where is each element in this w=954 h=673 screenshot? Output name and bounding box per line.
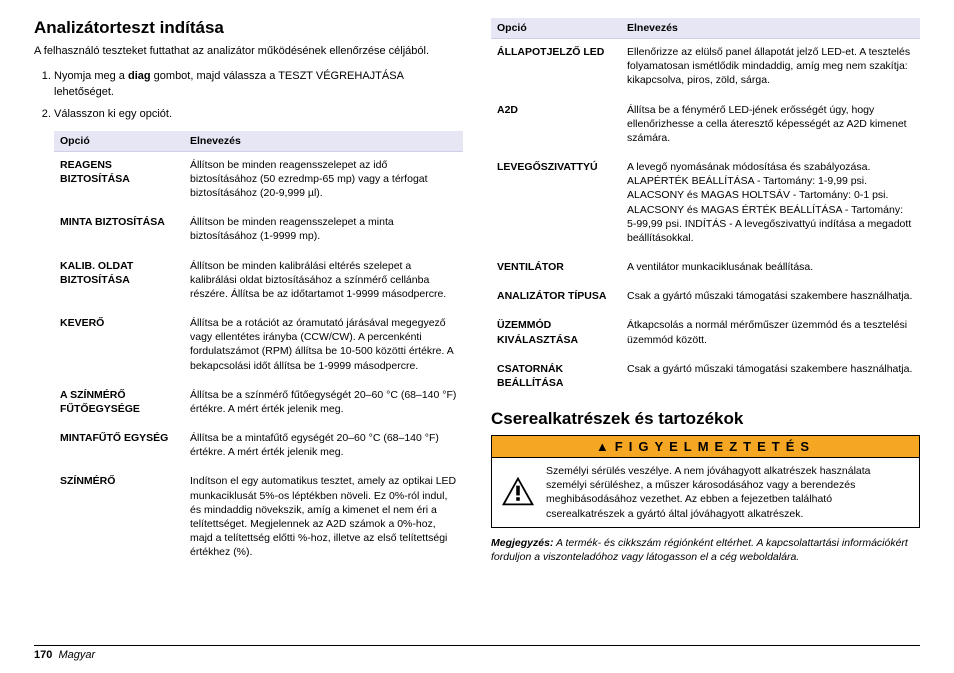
option-name-cell: REAGENS BIZTOSÍTÁSA <box>54 151 184 209</box>
option-name-cell: A2D <box>491 97 621 155</box>
table-row: KEVERŐÁllítsa be a rotációt az óramutató… <box>54 310 463 382</box>
page-footer: 170 Magyar <box>34 645 920 661</box>
step-1-bold: diag <box>128 70 151 82</box>
table-row: CSATORNÁK BEÁLLÍTÁSACsak a gyártó műszak… <box>491 356 920 399</box>
note: Megjegyzés: A termék- és cikkszám régión… <box>491 536 920 564</box>
note-bold: Megjegyzés: <box>491 537 553 549</box>
option-desc-cell: A ventilátor munkaciklusának beállítása. <box>621 254 920 283</box>
left-th-desc: Elnevezés <box>184 131 463 152</box>
option-name-cell: ÜZEMMÓD KIVÁLASZTÁSA <box>491 312 621 355</box>
table-row: KALIB. OLDAT BIZTOSÍTÁSAÁllítson be mind… <box>54 253 463 311</box>
option-desc-cell: Állítsa be a fénymérő LED-jének erősségé… <box>621 97 920 155</box>
footer-language: Magyar <box>58 649 95 661</box>
right-column: Opció Elnevezés ÁLLAPOTJELZŐ LEDEllenőri… <box>491 18 920 568</box>
steps-list: Nyomja meg a diag gombot, majd válassza … <box>34 69 463 123</box>
table-row: VENTILÁTORA ventilátor munkaciklusának b… <box>491 254 920 283</box>
left-intro: A felhasználó teszteket futtathat az ana… <box>34 44 463 59</box>
option-desc-cell: Állítson be minden kalibrálási eltérés s… <box>184 253 463 311</box>
warning-title-triangle: ▲ <box>596 439 615 454</box>
option-name-cell: VENTILÁTOR <box>491 254 621 283</box>
right-th-option: Opció <box>491 18 621 39</box>
option-desc-cell: Csak a gyártó műszaki támogatási szakemb… <box>621 356 920 399</box>
option-desc-cell: Ellenőrizze az elülső panel állapotát je… <box>621 39 920 97</box>
option-desc-cell: Indítson el egy automatikus tesztet, ame… <box>184 468 463 568</box>
step-2-pre: Válasszon ki egy opciót. <box>54 108 172 120</box>
option-desc-cell: Átkapcsolás a normál mérőműszer üzemmód … <box>621 312 920 355</box>
warning-text: Személyi sérülés veszélye. A nem jóváhag… <box>546 464 911 521</box>
option-name-cell: ÁLLAPOTJELZŐ LED <box>491 39 621 97</box>
warning-triangle-icon <box>500 475 536 510</box>
table-row: A SZÍNMÉRŐ FŰTŐEGYSÉGEÁllítsa be a színm… <box>54 382 463 425</box>
option-name-cell: ANALIZÁTOR TÍPUSA <box>491 283 621 312</box>
option-name-cell: A SZÍNMÉRŐ FŰTŐEGYSÉGE <box>54 382 184 425</box>
footer-page-number: 170 <box>34 649 52 661</box>
option-name-cell: MINTAFŰTŐ EGYSÉG <box>54 425 184 468</box>
option-name-cell: KEVERŐ <box>54 310 184 382</box>
table-row: MINTA BIZTOSÍTÁSAÁllítson be minden reag… <box>54 209 463 252</box>
table-row: A2DÁllítsa be a fénymérő LED-jének erőss… <box>491 97 920 155</box>
table-row: REAGENS BIZTOSÍTÁSAÁllítson be minden re… <box>54 151 463 209</box>
option-desc-cell: A levegő nyomásának módosítása és szabál… <box>621 154 920 254</box>
option-desc-cell: Állítson be minden reagensszelepet a min… <box>184 209 463 252</box>
step-1: Nyomja meg a diag gombot, majd válassza … <box>54 69 463 101</box>
right-options-table: Opció Elnevezés ÁLLAPOTJELZŐ LEDEllenőri… <box>491 18 920 399</box>
option-desc-cell: Állítsa be a rotációt az óramutató járás… <box>184 310 463 382</box>
option-name-cell: KALIB. OLDAT BIZTOSÍTÁSA <box>54 253 184 311</box>
option-desc-cell: Csak a gyártó műszaki támogatási szakemb… <box>621 283 920 312</box>
option-name-cell: SZÍNMÉRŐ <box>54 468 184 568</box>
option-desc-cell: Állítson be minden reagensszelepet az id… <box>184 151 463 209</box>
left-column: Analizátorteszt indítása A felhasználó t… <box>34 18 463 568</box>
step-2: Válasszon ki egy opciót. <box>54 107 463 123</box>
left-heading: Analizátorteszt indítása <box>34 18 463 38</box>
right-th-desc: Elnevezés <box>621 18 920 39</box>
table-row: SZÍNMÉRŐIndítson el egy automatikus tesz… <box>54 468 463 568</box>
left-options-table: Opció Elnevezés REAGENS BIZTOSÍTÁSAÁllít… <box>54 131 463 569</box>
option-desc-cell: Állítsa be a színmérő fűtőegységét 20–60… <box>184 382 463 425</box>
option-name-cell: LEVEGŐSZIVATTYÚ <box>491 154 621 254</box>
note-text: A termék- és cikkszám régiónként eltérhe… <box>491 537 908 563</box>
warning-box: ▲FIGYELMEZTETÉS Személyi sérülés veszély… <box>491 435 920 528</box>
warning-body: Személyi sérülés veszélye. A nem jóváhag… <box>492 458 919 527</box>
warning-title: ▲FIGYELMEZTETÉS <box>492 436 919 458</box>
right-heading2: Cserealkatrészek és tartozékok <box>491 409 920 429</box>
table-row: LEVEGŐSZIVATTYÚA levegő nyomásának módos… <box>491 154 920 254</box>
step-1-pre: Nyomja meg a <box>54 70 128 82</box>
option-desc-cell: Állítsa be a mintafűtő egységét 20–60 °C… <box>184 425 463 468</box>
table-row: ANALIZÁTOR TÍPUSACsak a gyártó műszaki t… <box>491 283 920 312</box>
table-row: ÜZEMMÓD KIVÁLASZTÁSAÁtkapcsolás a normál… <box>491 312 920 355</box>
option-name-cell: MINTA BIZTOSÍTÁSA <box>54 209 184 252</box>
left-th-option: Opció <box>54 131 184 152</box>
warning-title-text: FIGYELMEZTETÉS <box>615 439 815 454</box>
table-row: MINTAFŰTŐ EGYSÉGÁllítsa be a mintafűtő e… <box>54 425 463 468</box>
table-row: ÁLLAPOTJELZŐ LEDEllenőrizze az elülső pa… <box>491 39 920 97</box>
page-columns: Analizátorteszt indítása A felhasználó t… <box>34 18 920 568</box>
option-name-cell: CSATORNÁK BEÁLLÍTÁSA <box>491 356 621 399</box>
